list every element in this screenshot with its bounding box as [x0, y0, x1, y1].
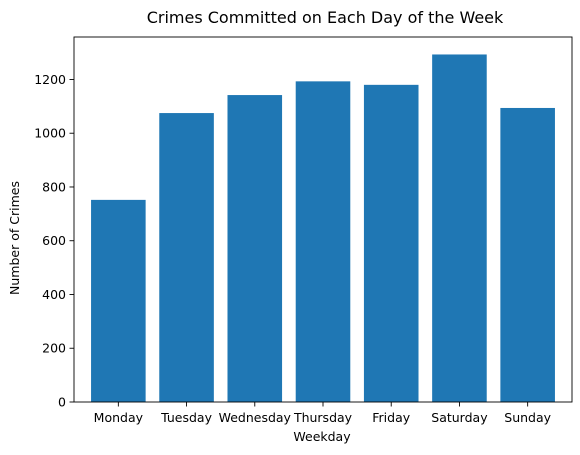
x-tick-label: Wednesday [219, 410, 292, 425]
y-tick-label: 800 [42, 179, 66, 194]
bar-friday [363, 84, 419, 402]
y-tick-label: 200 [42, 341, 66, 356]
x-tick-label: Saturday [431, 410, 488, 425]
bars [91, 54, 555, 403]
bar-tuesday [159, 113, 214, 402]
x-tick-label: Tuesday [160, 410, 212, 425]
plot-frame [73, 36, 573, 403]
y-tick-label: 400 [42, 287, 66, 302]
y-tick-label: 600 [42, 233, 66, 248]
y-tick-label: 1000 [34, 126, 66, 141]
x-tick-label: Friday [372, 410, 410, 425]
x-tick-label: Sunday [504, 410, 551, 425]
bar-monday [91, 199, 146, 402]
bar-thursday [295, 81, 351, 402]
x-tick-label: Monday [94, 410, 144, 425]
bar-sunday [500, 107, 555, 403]
y-tick-label: 1200 [34, 72, 66, 87]
x-axis-label: Weekday [293, 429, 351, 444]
y-tick-label: 0 [58, 395, 66, 410]
bar-wednesday [227, 95, 283, 402]
axes: Monday Tuesday Wednesday Thursday Friday Satu… [34, 36, 573, 425]
bar-saturday [432, 54, 487, 402]
chart-title: Crimes Committed on Each Day of the Week [147, 8, 504, 27]
x-tick-label: Thursday [293, 410, 353, 425]
y-axis-label: Number of Crimes [7, 181, 22, 295]
